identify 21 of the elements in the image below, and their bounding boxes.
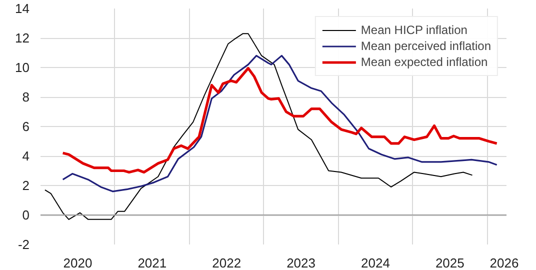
legend-label: Mean expected inflation [360, 55, 488, 69]
y-tick-label: 12 [15, 30, 30, 46]
y-tick-label: 2 [22, 178, 30, 193]
y-tick-label: 10 [15, 60, 30, 75]
legend-label: Mean perceived inflation [360, 39, 491, 53]
y-tick-label: 0 [22, 208, 30, 222]
y-tick-label: 4 [22, 148, 30, 164]
y-tick-label: 6 [22, 119, 30, 134]
x-tick-label: 2025 [435, 256, 464, 270]
x-tick-label: 2023 [286, 256, 316, 270]
line-series [62, 54, 498, 192]
y-tick-label: 8 [22, 90, 30, 104]
y-tick-label: -2 [18, 237, 30, 252]
legend-label: Mean HICP inflation [360, 23, 468, 37]
y-tick-label: 14 [15, 1, 30, 16]
x-tick-label: 2024 [361, 256, 390, 270]
x-tick-label: 2021 [138, 256, 167, 270]
x-tick-label: 2020 [63, 256, 92, 270]
line-series [62, 66, 498, 174]
x-tick-label: 2022 [212, 256, 242, 270]
x-tick-label: 2026 [490, 256, 519, 270]
